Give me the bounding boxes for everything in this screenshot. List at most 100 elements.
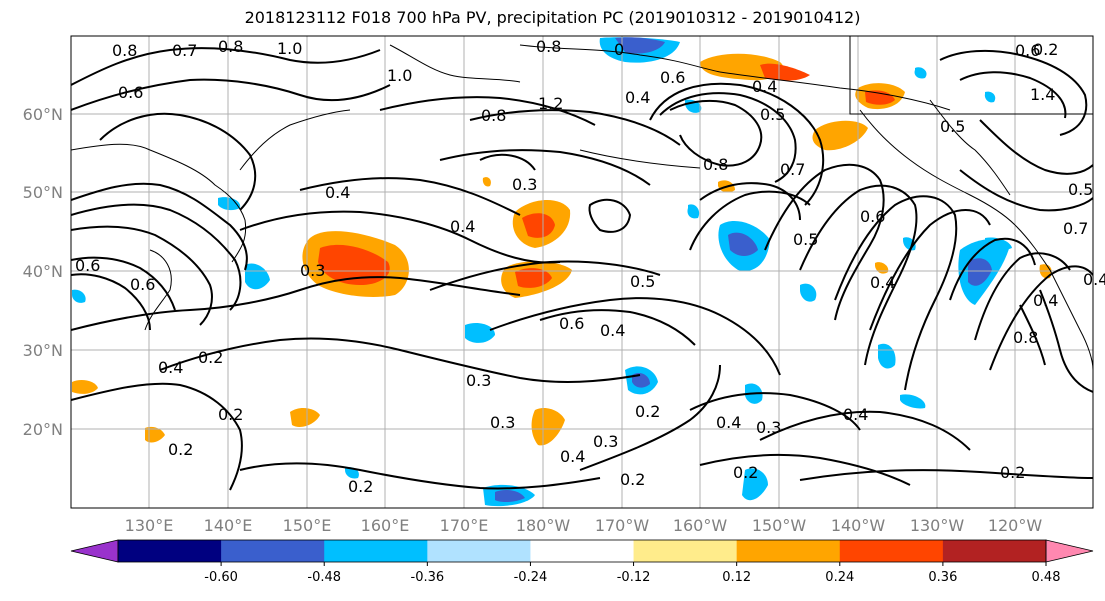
contour-label: 0.4 [450, 217, 475, 236]
lon-label: 160°E [361, 516, 410, 535]
contour-label: 0.5 [1068, 180, 1093, 199]
contour-label: 0.8 [536, 37, 561, 56]
colorbar-outline [117, 539, 1047, 563]
contour-label: 0.3 [593, 432, 618, 451]
coastlines [71, 44, 1093, 371]
colorbar-segment [324, 540, 428, 562]
lon-label: 170°W [595, 516, 650, 535]
lon-label: 120°W [988, 516, 1043, 535]
colorbar-tick-label: 0.12 [722, 570, 751, 585]
gridlines [71, 36, 1093, 508]
colorbar-segment [221, 540, 325, 562]
contour-label: 0.3 [300, 261, 325, 280]
contour-label: 0.5 [940, 117, 965, 136]
colorbar-tick-label: -0.12 [617, 570, 651, 585]
contour-label: 0.6 [860, 207, 885, 226]
contour-label: 0.6 [559, 314, 584, 333]
contour-label: 0.4 [600, 321, 625, 340]
contour-label: 0.3 [512, 175, 537, 194]
colorbar-segment [118, 540, 222, 562]
contour-label: 0.2 [168, 440, 193, 459]
colorbar-tick-label: 0.48 [1032, 570, 1061, 585]
contour-label: 0.8 [703, 155, 728, 174]
contour-label: 0.8 [112, 41, 137, 60]
lon-label: 160°W [673, 516, 728, 535]
colorbar-tick-label: 0.24 [825, 570, 854, 585]
contour-label: 0.7 [780, 160, 805, 179]
contour-label: 0.2 [733, 463, 758, 482]
contour-label: 0.4 [560, 447, 585, 466]
lat-label: 60°N [23, 105, 63, 124]
latitude-labels: 60°N 50°N 40°N 30°N 20°N [23, 105, 63, 439]
lon-label: 150°E [283, 516, 332, 535]
colorbar-tick-label: -0.60 [204, 570, 238, 585]
contour-label: 0.6 [1015, 41, 1040, 60]
contour-label: 0.5 [630, 272, 655, 291]
lon-label: 140°W [831, 516, 886, 535]
contour-labels: 0.8 0.7 0.8 1.0 0.8 0 0.6 0.6 1.0 0.6 0.… [75, 37, 1105, 496]
colorbar-tick-label: -0.48 [307, 570, 341, 585]
contour-label: 0.5 [793, 230, 818, 249]
contour-label: 0.4 [325, 183, 350, 202]
contour-label: 0.6 [75, 256, 100, 275]
contour-label: 0.8 [481, 106, 506, 125]
contour-label: 0.4 [1033, 291, 1058, 310]
colorbar-extend-low [70, 539, 119, 563]
contour-label: 0.3 [756, 418, 781, 437]
contour-label: 0.2 [635, 402, 660, 421]
colorbar-segment [942, 540, 1047, 562]
colorbar-segment [839, 540, 944, 562]
contour-label: 0.6 [118, 83, 143, 102]
contour-label: 1.0 [277, 39, 302, 58]
inset-box [849, 35, 1094, 115]
contour-label: 0.2 [198, 348, 223, 367]
lon-label: 150°W [752, 516, 807, 535]
lat-label: 30°N [23, 341, 63, 360]
contour-label: 0.4 [1083, 270, 1105, 289]
colorbar-extend-high [1045, 539, 1094, 563]
colorbar: -0.60 -0.48 -0.36 -0.24 -0.12 0.12 0.24 0.36 0.4… [70, 539, 1094, 585]
lon-label: 170°E [440, 516, 489, 535]
contour-label: 0.4 [158, 358, 183, 377]
lon-label: 130°E [125, 516, 174, 535]
contour-label: 0.7 [1063, 219, 1088, 238]
colorbar-tick-label: -0.36 [411, 570, 445, 585]
contour-label: 0.6 [660, 68, 685, 87]
contour-label: 0.3 [466, 371, 491, 390]
contour-label: 0.2 [1000, 463, 1025, 482]
contour-label: 0.4 [843, 405, 868, 424]
contour-label: 0.4 [752, 77, 777, 96]
contour-label: 0.2 [348, 477, 373, 496]
colorbar-tick-label: 0.36 [928, 570, 957, 585]
contour-label: 0.5 [760, 105, 785, 124]
contour-label: 0 [614, 40, 624, 59]
lon-label: 180°W [516, 516, 571, 535]
contour-label: 0.3 [490, 413, 515, 432]
lat-label: 20°N [23, 420, 63, 439]
contour-label: 0.7 [172, 41, 197, 60]
contour-label: 0.8 [1013, 328, 1038, 347]
contour-label: 0.2 [620, 470, 645, 489]
contour-label: 1.4 [1030, 85, 1055, 104]
map-title: 2018123112 F018 700 hPa PV, precipitatio… [244, 8, 861, 27]
lat-label: 50°N [23, 183, 63, 202]
contour-label: 0.8 [218, 37, 243, 56]
pv-contours [71, 47, 1093, 491]
colorbar-tick-label: -0.24 [514, 570, 548, 585]
lon-label: 130°W [910, 516, 965, 535]
colorbar-segment [530, 540, 635, 562]
contour-label: 0.4 [625, 88, 650, 107]
contour-label: 0.2 [1033, 40, 1058, 59]
contour-label: 0.4 [716, 413, 741, 432]
lon-label: 140°E [204, 516, 253, 535]
contour-label: 0.6 [130, 275, 155, 294]
contour-label: 1.2 [538, 94, 563, 113]
colorbar-segment [736, 540, 841, 562]
precip-shading [72, 37, 1052, 507]
colorbar-segment [633, 540, 738, 562]
longitude-labels: 130°E 140°E 150°E 160°E 170°E 180°W 170°… [125, 516, 1043, 535]
contour-label: 0.2 [218, 405, 243, 424]
contour-label: 1.0 [387, 66, 412, 85]
colorbar-segment [427, 540, 531, 562]
